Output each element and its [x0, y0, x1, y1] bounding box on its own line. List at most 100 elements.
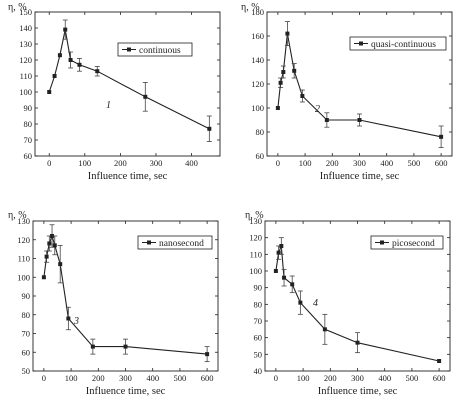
x-tick-label: 0: [276, 158, 280, 168]
y-tick-label: 160: [251, 31, 264, 41]
data-point: [437, 359, 442, 363]
data-point: [123, 344, 128, 349]
x-tick-label: 100: [299, 158, 312, 168]
x-tick-label: 200: [92, 373, 105, 383]
data-point: [273, 269, 278, 273]
chart-panel-1: 60 70 80 90 100 110 120 130 140 150 0 100 200 300 400 η…: [8, 2, 221, 182]
legend-box: [349, 36, 447, 51]
legend-box: [370, 235, 444, 250]
y-tick-label: 110: [18, 254, 30, 264]
y-tick-label: 60: [254, 333, 263, 343]
x-axis-label: Influence time, sec: [318, 386, 398, 397]
legend-marker: [380, 240, 384, 245]
data-point: [58, 262, 63, 267]
x-tick-label: 500: [174, 373, 187, 383]
y-tick-label: 90: [22, 291, 31, 301]
x-tick-label: 0: [274, 373, 278, 383]
x-tick-label: 600: [433, 373, 446, 383]
data-point: [47, 241, 52, 246]
x-tick-label: 300: [353, 158, 366, 168]
x-tick-label: 600: [435, 158, 448, 168]
y-tick-label: 150: [19, 7, 32, 17]
data-point: [57, 53, 62, 58]
data-point: [205, 352, 210, 357]
data-point: [207, 126, 212, 131]
data-point: [357, 118, 362, 122]
chart-panel-3: 50 60 70 80 90 100 110 120 130 0 100 200 300 400 500 60…: [8, 210, 219, 397]
data-point: [66, 316, 71, 321]
y-tick-label: 110: [250, 249, 262, 259]
curve-number-label: 1: [106, 100, 111, 111]
x-tick-label: 0: [47, 158, 51, 168]
y-tick-label: 80: [254, 299, 263, 309]
data-point: [52, 74, 57, 78]
legend-label: quasi-continuous: [371, 40, 436, 50]
data-point: [439, 134, 444, 139]
y-tick-label: 50: [22, 366, 31, 376]
data-point: [276, 250, 281, 255]
y-tick-label: 80: [22, 310, 31, 320]
data-point: [278, 80, 283, 85]
plot-frame: [34, 11, 221, 157]
y-tick-label: 110: [20, 71, 32, 81]
data-point: [68, 58, 73, 62]
curve-number-label: 3: [73, 316, 79, 327]
x-tick-label: 400: [380, 158, 393, 168]
y-tick-label: 130: [17, 216, 30, 226]
legend-marker: [147, 240, 151, 245]
x-tick-label: 200: [326, 158, 339, 168]
x-tick-label: 100: [297, 373, 310, 383]
legend-box: [117, 42, 193, 57]
y-tick-label: 70: [22, 329, 31, 339]
y-tick-label: 130: [19, 39, 32, 49]
chart-panel-4: 40 50 60 70 80 90 100 110 120 130 0 100 200 300 400 500…: [245, 210, 451, 397]
data-point: [52, 243, 57, 248]
x-tick-label: 300: [150, 158, 163, 168]
x-tick-label: 100: [65, 373, 78, 383]
data-point: [292, 68, 297, 73]
data-point: [355, 340, 360, 345]
x-tick-label: 300: [351, 373, 364, 383]
data-point: [143, 94, 148, 99]
y-tick-label: 70: [254, 316, 263, 326]
y-tick-label: 100: [251, 103, 264, 113]
data-point: [324, 118, 329, 122]
legend: picosecond: [370, 235, 444, 250]
data-point: [77, 62, 82, 67]
y-tick-label: 120: [249, 233, 262, 243]
y-tick-label: 60: [22, 347, 31, 357]
y-tick-label: 60: [24, 151, 33, 161]
data-point: [279, 244, 284, 248]
x-tick-label: 500: [408, 158, 421, 168]
data-point: [44, 254, 49, 259]
plot-frame: [266, 11, 453, 157]
y-tick-label: 120: [19, 55, 32, 65]
y-axis-label: η, %: [8, 210, 27, 221]
x-tick-label: 400: [146, 373, 159, 383]
x-tick-label: 300: [119, 373, 132, 383]
y-tick-label: 100: [19, 87, 32, 97]
data-point: [300, 94, 305, 98]
data-point: [47, 90, 52, 94]
legend-label: nanosecond: [159, 239, 204, 249]
legend-marker: [127, 47, 131, 52]
data-point: [275, 106, 280, 110]
data-point: [41, 275, 46, 280]
x-axis-label: Influence time, sec: [320, 171, 400, 182]
y-tick-label: 90: [254, 283, 263, 293]
x-tick-label: 100: [78, 158, 91, 168]
data-point: [298, 300, 303, 305]
y-tick-label: 130: [249, 216, 262, 226]
y-axis-label: η, %: [8, 2, 27, 13]
legend-label: continuous: [139, 46, 181, 56]
data-point: [90, 344, 95, 349]
y-axis-label: η, %: [241, 2, 260, 13]
y-tick-label: 40: [254, 366, 263, 376]
y-tick-label: 140: [251, 55, 264, 65]
data-point: [282, 275, 287, 280]
data-point: [290, 282, 295, 287]
y-tick-label: 80: [256, 127, 265, 137]
legend: quasi-continuous: [349, 36, 447, 51]
legend-box: [137, 235, 213, 250]
